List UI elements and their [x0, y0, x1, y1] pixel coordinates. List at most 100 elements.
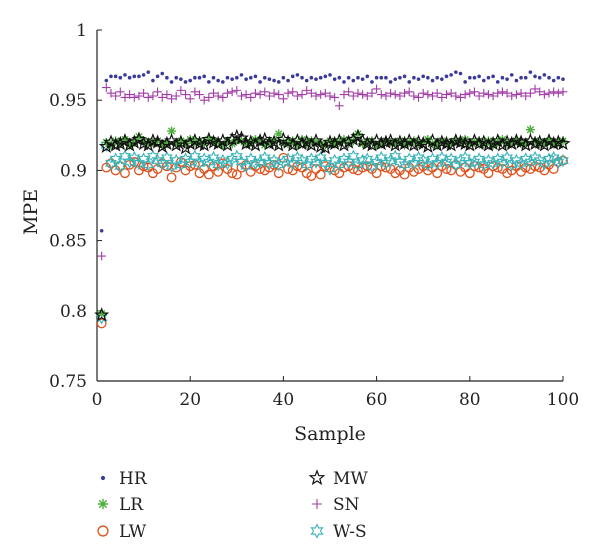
point-hr: [165, 75, 169, 80]
point-sn: [129, 93, 139, 102]
point-w-s: [147, 149, 159, 164]
point-w-s: [226, 152, 239, 166]
point-sn: [502, 88, 512, 98]
point-sn: [288, 87, 298, 97]
point-sn: [181, 90, 190, 99]
point-w-s: [543, 152, 555, 166]
point-sn: [484, 90, 493, 99]
point-sn: [218, 93, 228, 102]
point-sn: [521, 91, 531, 101]
point-sn: [325, 91, 335, 101]
point-lr: [209, 136, 218, 146]
point-hr: [137, 74, 141, 79]
point-sn: [544, 88, 554, 98]
point-hr: [151, 78, 155, 83]
point-lr: [171, 139, 181, 149]
point-sn: [339, 90, 349, 99]
point-lr: [157, 140, 167, 150]
point-w-s: [188, 149, 201, 164]
point-mw: [308, 133, 324, 148]
point-sn: [265, 91, 274, 101]
point-lw: [120, 168, 130, 179]
point-sn: [540, 90, 549, 99]
point-hr: [141, 73, 146, 77]
point-w-s: [342, 155, 355, 169]
point-hr: [248, 75, 253, 80]
x-tick-label: 20: [179, 390, 201, 410]
legend-label: MW: [333, 469, 368, 489]
y-tick-label: 1: [76, 21, 87, 41]
point-hr: [304, 78, 309, 83]
point-w-s: [300, 157, 313, 172]
point-lr: [167, 126, 177, 136]
point-lw: [96, 318, 107, 329]
point-hr: [309, 75, 314, 80]
point-sn: [386, 88, 395, 98]
point-lr: [129, 137, 139, 147]
point-sn: [311, 91, 321, 101]
point-lr: [367, 136, 377, 146]
point-hr: [509, 73, 514, 77]
legend-item-sn: SN: [312, 495, 360, 515]
point-sn: [400, 88, 409, 98]
point-hr: [416, 77, 421, 81]
point-hr: [202, 74, 206, 79]
point-sn: [479, 88, 489, 98]
point-sn: [488, 91, 498, 101]
point-sn: [549, 87, 558, 97]
point-mw: [457, 135, 473, 151]
point-lr: [437, 136, 447, 146]
point-hr: [328, 73, 332, 77]
point-sn: [330, 93, 339, 102]
point-lr: [274, 129, 284, 139]
point-sn: [470, 87, 479, 97]
point-sn: [418, 88, 428, 98]
point-lr: [544, 136, 554, 146]
series-w-s: [95, 138, 569, 325]
point-w-s: [277, 155, 290, 169]
point-sn: [423, 90, 433, 99]
point-hr: [398, 75, 402, 80]
point-hr: [454, 70, 458, 74]
point-sn: [111, 91, 120, 101]
point-lr: [442, 137, 451, 147]
point-lr: [143, 139, 153, 149]
point-lr: [488, 140, 498, 150]
point-lr: [381, 136, 391, 146]
point-sn: [134, 91, 144, 101]
point-lr: [376, 139, 386, 149]
point-w-s: [370, 155, 383, 169]
point-lw: [483, 168, 494, 179]
x-tick-label: 60: [366, 390, 388, 410]
point-lr: [120, 135, 130, 145]
point-mw: [154, 138, 170, 153]
point-w-s: [552, 155, 565, 169]
point-sn: [199, 95, 209, 105]
point-lr: [195, 136, 205, 146]
point-mw: [508, 133, 524, 148]
point-hr: [547, 75, 551, 80]
point-mw: [210, 135, 226, 151]
point-hr: [393, 77, 398, 81]
point-lw: [231, 169, 242, 180]
point-lr: [162, 139, 172, 149]
legend-label: SN: [333, 495, 360, 515]
point-hr: [337, 75, 342, 80]
point-hr: [230, 77, 234, 81]
point-hr: [449, 73, 453, 77]
point-hr: [183, 80, 188, 84]
legend-marker-hr: [100, 475, 106, 481]
point-hr: [360, 77, 365, 81]
point-hr: [174, 75, 179, 80]
point-sn: [97, 251, 106, 261]
point-hr: [216, 78, 220, 83]
point-sn: [507, 91, 517, 101]
point-mw: [452, 134, 469, 149]
point-lr: [316, 139, 326, 149]
point-w-s: [496, 155, 509, 169]
point-w-s: [356, 153, 369, 168]
point-hr: [444, 74, 449, 79]
point-hr: [318, 75, 323, 80]
point-w-s: [454, 153, 467, 168]
point-hr: [561, 77, 565, 81]
